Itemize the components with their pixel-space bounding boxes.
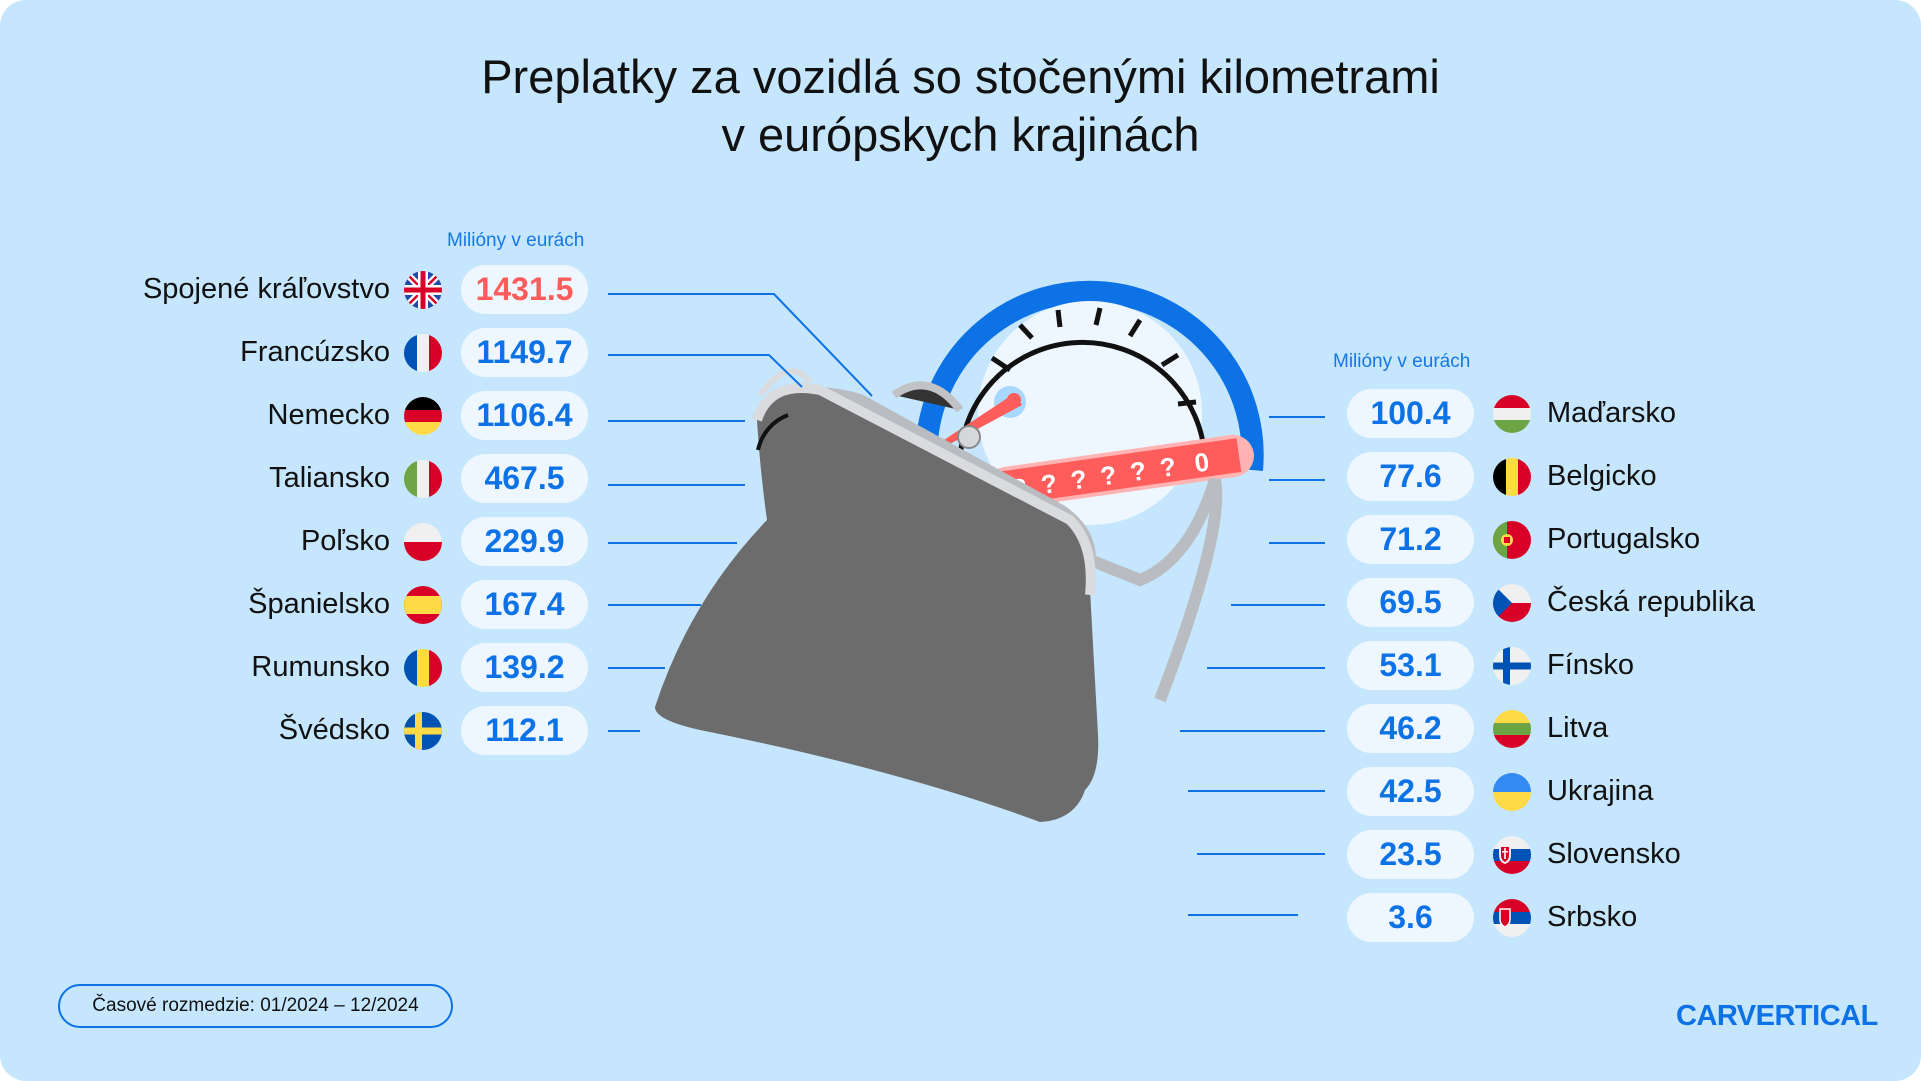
- sweden-flag-icon: [404, 712, 442, 750]
- value-badge: 1106.4: [461, 391, 588, 440]
- country-name: Rumunsko: [251, 651, 390, 683]
- title-line-2: v európskych krajinách: [721, 108, 1200, 161]
- germany-flag-icon: [404, 397, 442, 435]
- connector-line: [608, 293, 873, 397]
- belgium-flag-icon: [1493, 458, 1531, 496]
- svg-text:?: ?: [1039, 468, 1059, 500]
- czech-flag-icon: [1493, 584, 1531, 622]
- country-name: Česká republika: [1547, 586, 1755, 618]
- uk-flag-icon: [404, 271, 442, 309]
- country-name: Poľsko: [300, 525, 390, 557]
- poland-flag-icon: [404, 523, 442, 561]
- value-badge: 69.5: [1347, 578, 1474, 627]
- time-period-text: Časové rozmedzie: 01/2024 – 12/2024: [92, 995, 419, 1016]
- country-name: Taliansko: [269, 462, 390, 494]
- romania-flag-icon: [404, 649, 442, 687]
- lithuania-flag-icon: [1493, 710, 1531, 748]
- value-badge: 53.1: [1347, 641, 1474, 690]
- country-name: Nemecko: [267, 399, 391, 431]
- unit-label-right: Milióny v eurách: [1333, 351, 1471, 372]
- serbia-flag-icon: [1493, 899, 1531, 937]
- country-name: Španielsko: [248, 588, 390, 620]
- value-badge: 467.5: [461, 454, 588, 503]
- value-badge: 3.6: [1347, 893, 1474, 942]
- value-badge: 139.2: [461, 643, 588, 692]
- ukraine-flag-icon: [1493, 773, 1531, 811]
- value-badge: 1431.5: [461, 265, 588, 314]
- carvertical-logo: CARVERTICAL: [1676, 1000, 1878, 1032]
- country-name: Belgicko: [1547, 460, 1657, 492]
- country-name: Spojené kráľovstvo: [142, 273, 390, 305]
- country-name: Slovensko: [1547, 838, 1681, 870]
- value-badge: 167.4: [461, 580, 588, 629]
- purse-icon: [655, 368, 1223, 822]
- value-badge: 112.1: [461, 706, 588, 755]
- svg-text:0: 0: [1193, 446, 1212, 478]
- country-name: Srbsko: [1547, 901, 1638, 933]
- svg-text:?: ?: [1098, 459, 1118, 491]
- svg-text:?: ?: [1158, 451, 1178, 483]
- country-name: Fínsko: [1547, 649, 1635, 681]
- value-badge: 100.4: [1347, 389, 1474, 438]
- page-title: Preplatky za vozidlá so stočenými kilome…: [0, 48, 1921, 164]
- spain-flag-icon: [404, 586, 442, 624]
- country-name: Ukrajina: [1547, 775, 1654, 807]
- time-period-badge: Časové rozmedzie: 01/2024 – 12/2024: [58, 984, 453, 1028]
- unit-label-left: Milióny v eurách: [447, 230, 585, 251]
- value-badge: 229.9: [461, 517, 588, 566]
- title-line-1: Preplatky za vozidlá so stočenými kilome…: [481, 50, 1440, 103]
- country-name: Švédsko: [278, 714, 390, 746]
- france-flag-icon: [404, 334, 442, 372]
- portugal-flag-icon: [1493, 521, 1531, 559]
- hungary-flag-icon: [1493, 395, 1531, 433]
- svg-text:?: ?: [1128, 455, 1148, 487]
- value-badge: 71.2: [1347, 515, 1474, 564]
- value-badge: 23.5: [1347, 830, 1474, 879]
- value-badge: 77.6: [1347, 452, 1474, 501]
- finland-flag-icon: [1493, 647, 1531, 685]
- value-badge: 46.2: [1347, 704, 1474, 753]
- country-name: Portugalsko: [1547, 523, 1701, 555]
- connector-line: [608, 354, 803, 388]
- svg-text:?: ?: [1069, 464, 1089, 496]
- country-name: Francúzsko: [240, 336, 390, 368]
- slovakia-flag-icon: [1493, 836, 1531, 874]
- value-badge: 42.5: [1347, 767, 1474, 816]
- country-name: Litva: [1547, 712, 1609, 744]
- value-badge: 1149.7: [461, 328, 588, 377]
- italy-flag-icon: [404, 460, 442, 498]
- country-name: Maďarsko: [1547, 397, 1677, 429]
